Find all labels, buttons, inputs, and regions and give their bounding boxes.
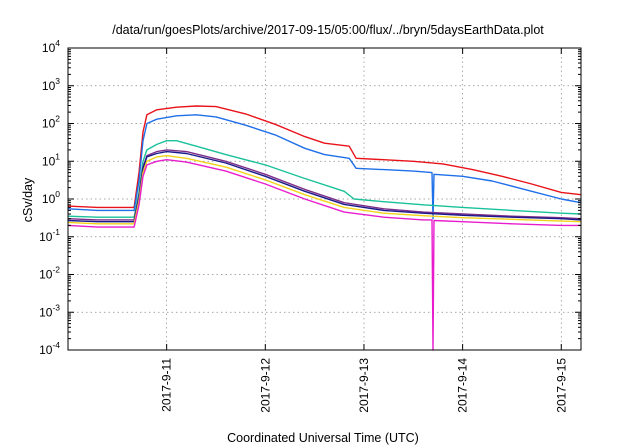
x-tick-label: 2017-9-11 [160,358,174,412]
y-tick-labels: 10-4 10-3 10-2 10-1 100 101 102 103 104 [39,38,60,357]
y-tick-label: 104 [42,38,60,55]
series-layer [67,105,582,351]
series-line-5 [67,150,582,223]
y-tick-label: 100 [42,189,60,206]
series-line-7 [67,158,581,351]
x-tick-label: 2017-9-13 [357,358,371,413]
axis-ticks [68,47,581,351]
chart-title: /data/run/goesPlots/archive/2017-09-15/0… [112,23,544,37]
x-tick-label: 2017-9-14 [456,358,470,413]
series-line-6 [67,154,582,225]
y-tick-label: 10-3 [39,302,60,319]
y-tick-label: 10-2 [39,265,60,282]
grid-lines [68,48,581,350]
series-line-2 [67,114,582,220]
y-tick-label: 10-4 [39,340,60,357]
y-axis-label: cSv/day [21,177,35,222]
y-tick-label: 101 [42,151,60,168]
x-tick-labels: 2017-9-11 2017-9-12 2017-9-13 2017-9-14 2017… [160,358,569,413]
y-tick-label: 10-1 [39,227,60,244]
x-tick-label: 2017-9-12 [258,358,272,413]
series-line-1 [67,105,582,209]
y-tick-label: 103 [42,76,60,93]
x-axis-label: Coordinated Universal Time (UTC) [227,431,419,445]
y-tick-label: 102 [42,114,60,131]
x-tick-label: 2017-9-15 [554,358,568,413]
